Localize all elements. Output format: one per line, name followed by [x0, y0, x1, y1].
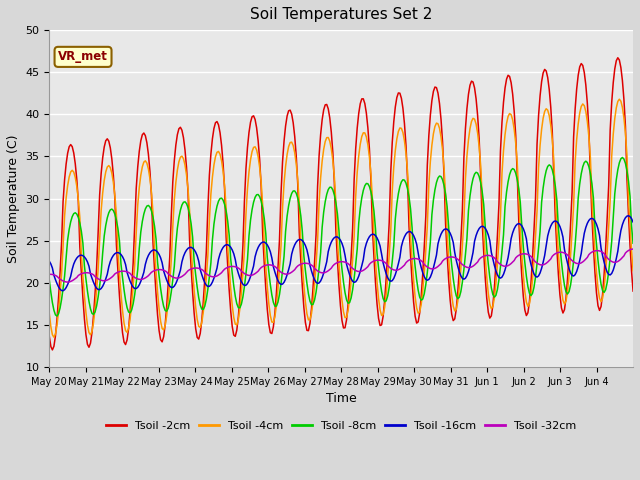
Tsoil -16cm [625, 213, 632, 218]
Tsoil -2cm [550, 171, 557, 177]
Tsoil -2cm [348, 254, 355, 260]
Tsoil -4cm [628, 247, 636, 253]
Tsoil -32cm [85, 270, 93, 276]
Tsoil -2cm [628, 268, 636, 274]
Line: Tsoil -16cm: Tsoil -16cm [49, 216, 633, 291]
Tsoil -4cm [85, 330, 93, 336]
Tsoil -8cm [67, 219, 74, 225]
Tsoil -4cm [348, 278, 355, 284]
Tsoil -32cm [348, 264, 355, 270]
Tsoil -16cm [629, 219, 637, 225]
Legend: Tsoil -2cm, Tsoil -4cm, Tsoil -8cm, Tsoil -16cm, Tsoil -32cm: Tsoil -2cm, Tsoil -4cm, Tsoil -8cm, Tsoi… [102, 416, 580, 435]
Y-axis label: Soil Temperature (C): Soil Temperature (C) [7, 134, 20, 263]
Line: Tsoil -8cm: Tsoil -8cm [49, 157, 633, 316]
Tsoil -2cm [85, 344, 93, 350]
Tsoil -4cm [550, 157, 557, 163]
Tsoil -8cm [348, 295, 355, 301]
Tsoil -32cm [550, 252, 557, 258]
Tsoil -2cm [629, 288, 637, 294]
Tsoil -4cm [50, 334, 58, 340]
Line: Tsoil -4cm: Tsoil -4cm [49, 99, 633, 337]
Tsoil -2cm [67, 142, 74, 147]
Tsoil -16cm [45, 258, 53, 264]
Tsoil -4cm [616, 96, 623, 102]
X-axis label: Time: Time [326, 392, 356, 405]
Tsoil -32cm [629, 246, 637, 252]
Tsoil -16cm [85, 264, 93, 269]
Title: Soil Temperatures Set 2: Soil Temperatures Set 2 [250, 7, 433, 22]
Tsoil -32cm [45, 271, 53, 277]
Tsoil -8cm [628, 223, 636, 229]
Tsoil -8cm [45, 277, 53, 283]
Tsoil -2cm [45, 334, 53, 339]
Tsoil -4cm [629, 268, 637, 274]
Tsoil -16cm [463, 273, 471, 278]
Tsoil -8cm [550, 174, 557, 180]
Tsoil -16cm [550, 218, 557, 224]
Tsoil -8cm [463, 236, 471, 241]
Tsoil -2cm [614, 55, 621, 60]
Tsoil -8cm [618, 155, 626, 160]
Tsoil -8cm [85, 299, 93, 304]
Tsoil -32cm [64, 279, 72, 285]
Tsoil -4cm [67, 169, 74, 175]
Tsoil -2cm [463, 106, 471, 111]
Tsoil -32cm [67, 278, 74, 284]
Line: Tsoil -2cm: Tsoil -2cm [49, 58, 633, 350]
Tsoil -16cm [348, 276, 355, 282]
Text: VR_met: VR_met [58, 50, 108, 63]
Tsoil -2cm [49, 347, 56, 353]
Tsoil -8cm [53, 313, 61, 319]
Tsoil -16cm [60, 288, 67, 294]
Tsoil -16cm [628, 216, 636, 221]
Tsoil -8cm [629, 240, 637, 246]
Tsoil -32cm [626, 247, 634, 252]
Tsoil -16cm [67, 274, 74, 279]
Tsoil -32cm [463, 264, 471, 270]
Tsoil -4cm [463, 153, 471, 159]
Tsoil -4cm [45, 311, 53, 317]
Line: Tsoil -32cm: Tsoil -32cm [49, 249, 633, 282]
